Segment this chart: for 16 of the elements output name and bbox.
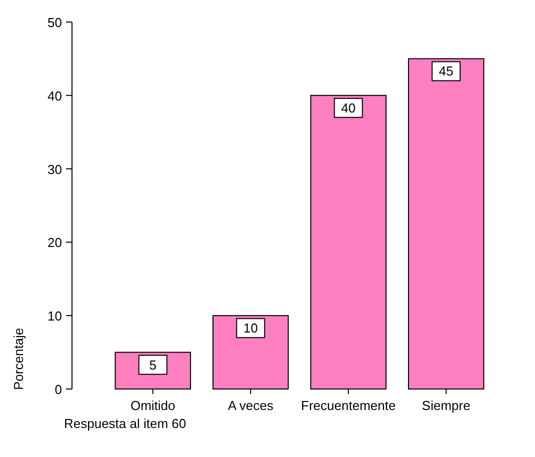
x-tick-label: Siempre [422,398,470,413]
data-label: 45 [438,64,454,79]
data-label: 5 [149,357,156,372]
y-tick-label: 20 [48,235,62,250]
y-tick-label: 10 [48,308,62,324]
y-tick-label: 50 [48,15,62,30]
y-axis-title: Porcentaje [11,328,26,390]
x-tick-label: Omitido [130,398,176,413]
y-tick-label: 0 [54,382,62,397]
x-tick-label: Frecuentemente [301,398,396,413]
y-tick-label: 40 [48,88,62,104]
y-tick-label: 30 [48,162,62,177]
data-label: 40 [341,100,356,116]
x-tick-label: A veces [228,398,274,413]
data-label: 10 [243,320,258,336]
x-axis-title: Respuesta al item 60 [64,416,186,431]
